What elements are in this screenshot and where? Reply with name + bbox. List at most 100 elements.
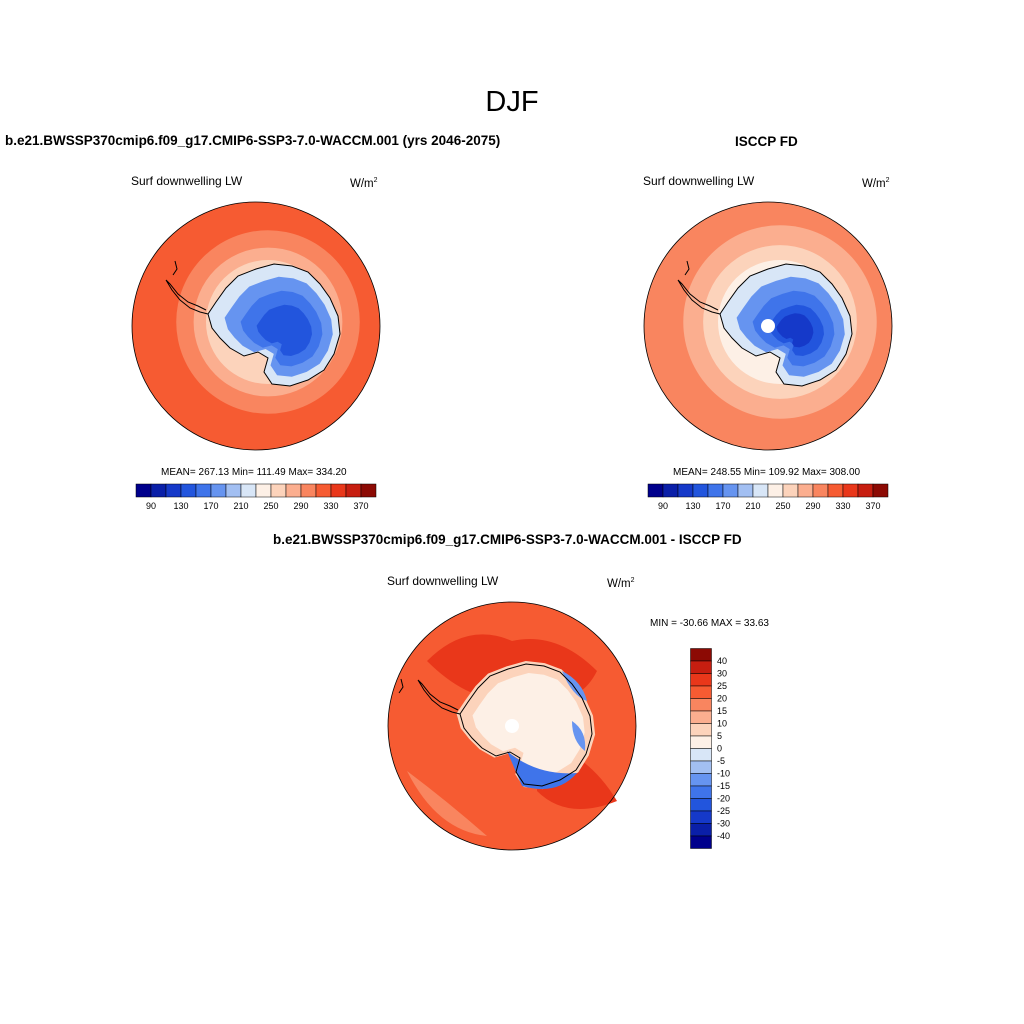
colorbar-swatch (647, 483, 664, 498)
polar-map-model (131, 201, 381, 451)
colorbar-swatch (690, 648, 712, 662)
colorbar-swatch (690, 798, 712, 812)
colorbar-tick-label: 15 (717, 706, 727, 716)
figure-title: DJF (485, 86, 539, 118)
colorbar-tick-label: 10 (717, 719, 727, 729)
colorbar-swatch (690, 823, 712, 837)
colorbar-swatch (195, 483, 212, 498)
pole-missing-data (761, 319, 775, 333)
colorbar-tick-label: 90 (658, 501, 668, 511)
colorbar-swatch (330, 483, 347, 498)
colorbar-tick-label: 40 (717, 656, 727, 666)
colorbar-swatch (827, 483, 844, 498)
colorbar-swatch (180, 483, 197, 498)
colorbar-swatch (285, 483, 302, 498)
polar-map-diff (387, 601, 637, 851)
polar-map-obs (643, 201, 893, 451)
colorbar-swatch (722, 483, 739, 498)
coastline-peninsula (677, 279, 721, 315)
diff-band-neg-10-15 (562, 671, 587, 701)
units-label-model: W/m2 (350, 177, 378, 190)
colorbar-swatch (692, 483, 709, 498)
colorbar-swatch (752, 483, 769, 498)
colorbar-tick-label: 210 (745, 501, 760, 511)
colorbar-swatch (690, 673, 712, 687)
colorbar-swatch (690, 710, 712, 724)
coastline (459, 663, 593, 787)
colorbar-tick-label: 250 (775, 501, 790, 511)
colorbar-swatch (782, 483, 799, 498)
panel-title-model: b.e21.BWSSP370cmip6.f09_g17.CMIP6-SSP3-7… (5, 133, 501, 148)
colorbar-swatch (690, 660, 712, 674)
colorbar-swatch (690, 723, 712, 737)
colorbar-tick-label: 290 (805, 501, 820, 511)
colorbar-swatch (690, 685, 712, 699)
colorbar-swatch (210, 483, 227, 498)
stats-model: MEAN= 267.13 Min= 111.49 Max= 334.20 (161, 467, 347, 478)
colorbar-swatch (842, 483, 859, 498)
diff-band-neg-10-15 (572, 721, 586, 751)
colorbar-tick-label: 330 (835, 501, 850, 511)
colorbar-tick-label: 170 (715, 501, 730, 511)
colorbar-swatch (165, 483, 182, 498)
colorbar-tick-label: -25 (717, 806, 730, 816)
colorbar-swatch (690, 748, 712, 762)
coastline-south-america (684, 260, 690, 276)
colorbar-swatch (677, 483, 694, 498)
colorbar-tick-label: -5 (717, 756, 725, 766)
colorbar-swatch (690, 698, 712, 712)
colorbar-swatch (315, 483, 332, 498)
colorbar-swatch (872, 483, 889, 498)
colorbar-tick-label: 90 (146, 501, 156, 511)
colorbar-swatch (662, 483, 679, 498)
units-label-obs: W/m2 (862, 177, 890, 190)
colorbar-swatch (690, 760, 712, 774)
colorbar-tick-label: 290 (293, 501, 308, 511)
variable-label-model: Surf downwelling LW (131, 174, 243, 188)
stats-obs: MEAN= 248.55 Min= 109.92 Max= 308.00 (673, 467, 861, 478)
coastline-south-america (172, 260, 178, 276)
colorbar-swatch (240, 483, 257, 498)
colorbar-tick-label: 370 (865, 501, 880, 511)
contour-band-inland-110 (776, 313, 814, 348)
colorbar-swatch (345, 483, 362, 498)
diff-band-15-20 (407, 771, 487, 836)
colorbar-model: 90 130 170 210 250 290 330 370 (135, 483, 377, 511)
colorbar-swatch (255, 483, 272, 498)
coastline-peninsula (417, 679, 461, 715)
colorbar-diff: 40 30 25 20 15 10 5 0 -5 -10 -15 -20 -25 -30 -40 (690, 648, 730, 849)
colorbar-tick-label: 5 (717, 731, 722, 741)
colorbar-swatch (135, 483, 152, 498)
colorbar-tick-label: 0 (717, 744, 722, 754)
colorbar-tick-label: 210 (233, 501, 248, 511)
colorbar-obs: 90 130 170 210 250 290 330 370 (647, 483, 889, 511)
diff-band-neg-15-20 (507, 751, 577, 790)
colorbar-tick-label: -40 (717, 831, 730, 841)
coastline-peninsula (165, 279, 209, 315)
coastline (207, 263, 341, 387)
contour-band-inland-130 (256, 304, 312, 356)
colorbar-tick-label: -10 (717, 769, 730, 779)
colorbar-swatch (690, 810, 712, 824)
map-boundary (643, 201, 893, 451)
diff-band-0-5 (472, 673, 585, 777)
colorbar-tick-label: 130 (685, 501, 700, 511)
colorbar-swatch (150, 483, 167, 498)
colorbar-swatch (797, 483, 814, 498)
colorbar-tick-label: 25 (717, 681, 727, 691)
colorbar-swatch (707, 483, 724, 498)
colorbar-tick-label: -20 (717, 794, 730, 804)
colorbar-swatch (690, 785, 712, 799)
colorbar-swatch (690, 735, 712, 749)
map-boundary (387, 601, 637, 851)
panel-title-diff: b.e21.BWSSP370cmip6.f09_g17.CMIP6-SSP3-7… (273, 532, 742, 547)
colorbar-tick-label: 170 (203, 501, 218, 511)
colorbar-tick-label: 370 (353, 501, 368, 511)
colorbar-tick-label: 250 (263, 501, 278, 511)
colorbar-swatch (737, 483, 754, 498)
panel-title-obs: ISCCP FD (735, 134, 798, 149)
colorbar-swatch (812, 483, 829, 498)
colorbar-tick-label: 30 (717, 669, 727, 679)
coastline-south-america (398, 678, 404, 694)
colorbar-swatch (300, 483, 317, 498)
